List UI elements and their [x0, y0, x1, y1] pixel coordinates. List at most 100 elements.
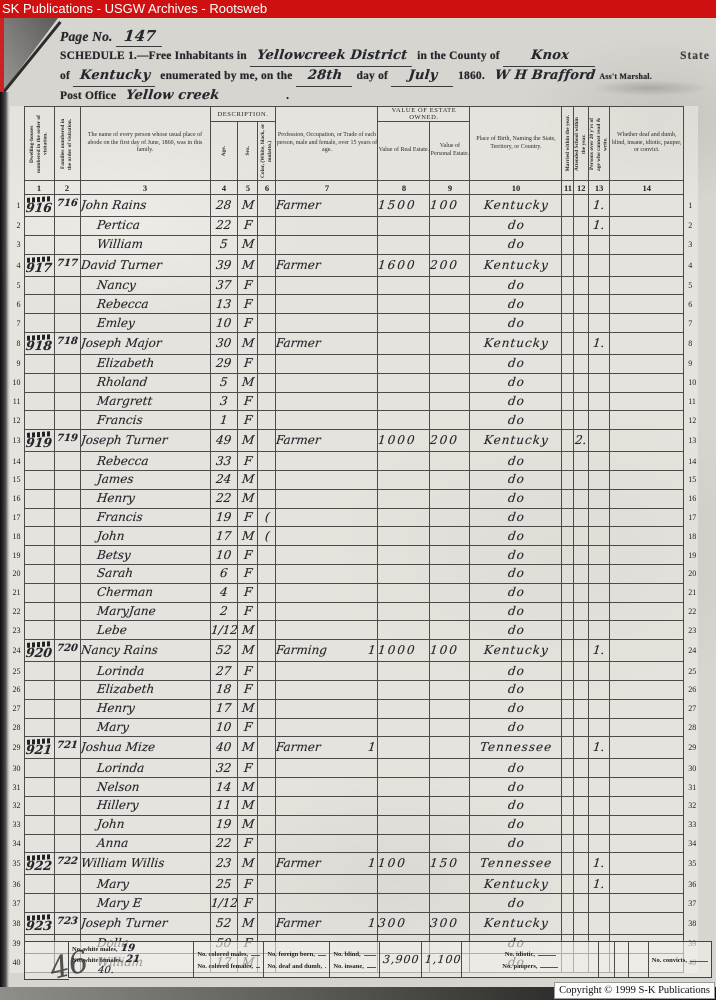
ink-bleed-smudge — [590, 80, 710, 96]
row-number-right: 33 — [688, 820, 697, 830]
cell-occupation — [275, 353, 379, 374]
row-number-left: 25 — [12, 666, 21, 676]
cell-personal-estate-value: 300 — [429, 911, 471, 935]
cell-dwelling-number — [23, 391, 55, 412]
cell-age: 23 — [209, 852, 239, 876]
row-number-right: 10 — [688, 378, 697, 388]
cell-birthplace: do — [469, 698, 563, 719]
table-header: Dwelling-houses numbered in the order of… — [10, 106, 698, 195]
cell-name: John — [79, 814, 211, 835]
table-row: 9 Elizabeth 29 F do 9 — [10, 353, 698, 374]
cell-family-number: 721 — [53, 736, 81, 760]
table-row: 28 Mary 10 F do 28 — [10, 717, 698, 738]
cell-school-mark — [573, 294, 589, 315]
col-num-12: 12 — [573, 180, 589, 195]
cell-real-estate-value — [377, 661, 431, 681]
page-number-value: 147 — [115, 26, 164, 47]
cell-dwelling-number — [23, 526, 55, 547]
row-number-right: 6 — [688, 299, 693, 309]
cell-school-mark — [573, 194, 589, 217]
cell-occupation: 1 Farmer — [275, 911, 379, 935]
cell-real-estate-value — [377, 451, 431, 471]
row-number-right: 38 — [688, 918, 697, 928]
cell-color — [257, 410, 277, 431]
cell-sex: F — [237, 451, 259, 471]
row-number-right: 7 — [688, 318, 693, 328]
row-number-left: 27 — [12, 704, 21, 714]
insane-label: No. insane, — [333, 962, 364, 970]
header-description-group: DESCRIPTION. — [209, 106, 277, 122]
row-number-right: 34 — [688, 838, 697, 848]
cell-birthplace: do — [469, 833, 563, 854]
cell-personal-estate-value — [429, 234, 471, 255]
cell-married-mark — [561, 874, 575, 895]
cell-personal-estate-value — [429, 582, 471, 603]
cell-married-mark — [561, 410, 575, 431]
table-row: 27 Henry 17 M do 27 — [10, 698, 698, 719]
cell-occupation — [275, 507, 379, 528]
cell-name: MaryJane — [79, 601, 211, 622]
cell-birthplace: do — [469, 372, 563, 393]
window-title: SK Publications - USGW Archives - Rootsw… — [2, 1, 268, 16]
idiotic-label: No. idiotic, — [504, 950, 535, 958]
cell-sex: F — [237, 679, 259, 700]
cell-sex: M — [237, 331, 259, 355]
row-number-right: 35 — [688, 859, 697, 869]
cell-personal-estate-value — [429, 874, 471, 895]
cell-age: 22 — [209, 488, 239, 509]
cell-remarks — [609, 234, 685, 255]
cell-dwelling-number — [23, 679, 55, 700]
col-num-14: 14 — [609, 180, 685, 195]
cell-real-estate-value — [377, 893, 431, 913]
col-num-8: 8 — [377, 180, 431, 195]
cell-cannot-read-mark — [587, 717, 611, 738]
cell-remarks — [609, 526, 685, 547]
row-number-left: 36 — [12, 879, 21, 889]
cell-age: 22 — [209, 833, 239, 854]
cell-age: 11 — [209, 795, 239, 816]
cell-personal-estate-value — [429, 275, 471, 296]
cell-family-number — [53, 717, 81, 738]
cell-real-estate-value — [377, 582, 431, 603]
cell-cannot-read-mark — [587, 313, 611, 333]
cell-color — [257, 545, 277, 565]
cell-age: 28 — [209, 194, 239, 217]
cell-school-mark — [573, 469, 589, 490]
cell-age: 25 — [209, 874, 239, 895]
cell-occupation — [275, 717, 379, 738]
cell-age: 17 — [209, 526, 239, 547]
cell-dwelling-number — [23, 216, 55, 236]
cell-color — [257, 582, 277, 603]
corner-scribble: 46 — [46, 943, 92, 988]
cell-family-number — [53, 758, 81, 779]
cell-family-number — [53, 814, 81, 835]
cell-personal-estate-value — [429, 661, 471, 681]
cell-personal-estate-value — [429, 679, 471, 700]
row-number-left: 1 — [16, 201, 21, 210]
cell-occupation: Farmer — [275, 429, 379, 453]
cell-birthplace: do — [469, 679, 563, 700]
cell-cannot-read-mark: 1. — [587, 639, 611, 663]
colored-males-label: No. colored males, — [197, 950, 249, 958]
cell-color — [257, 391, 277, 412]
row-number-left: 8 — [16, 338, 21, 348]
table-row: 36 Mary 25 F Kentucky 1. 36 — [10, 874, 698, 895]
cell-name: Rebecca — [79, 451, 211, 471]
cell-real-estate-value — [377, 372, 431, 393]
row-number-right: 36 — [688, 879, 697, 889]
cell-family-number — [53, 601, 81, 622]
cell-birthplace: do — [469, 469, 563, 490]
cell-dwelling-number — [23, 563, 55, 584]
cell-remarks — [609, 601, 685, 622]
cell-name: Henry — [79, 698, 211, 719]
cell-dwelling-number — [23, 275, 55, 296]
cell-age: 49 — [209, 429, 239, 453]
cell-family-number — [53, 391, 81, 412]
cell-remarks — [609, 253, 685, 277]
cell-personal-estate-value — [429, 777, 471, 797]
cell-occupation — [275, 814, 379, 835]
cell-school-mark — [573, 679, 589, 700]
cell-remarks — [609, 313, 685, 333]
table-row: 33 John 19 M do 33 — [10, 814, 698, 835]
cell-family-number — [53, 582, 81, 603]
